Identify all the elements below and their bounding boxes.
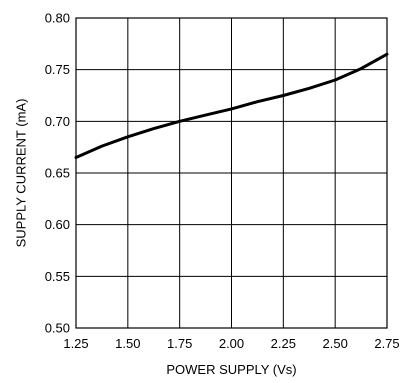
- x-tick-labels: 1.25 1.50 1.75 2.00 2.25 2.50 2.75: [63, 336, 399, 351]
- y-tick-label: 0.60: [45, 217, 70, 232]
- y-axis-label: SUPPLY CURRENT (mA): [13, 99, 28, 248]
- x-tick-label: 2.75: [374, 336, 399, 351]
- x-tick-label: 1.50: [115, 336, 140, 351]
- x-tick-label: 2.00: [219, 336, 244, 351]
- y-tick-label: 0.55: [45, 269, 70, 284]
- y-tick-label: 0.50: [45, 321, 70, 336]
- x-axis-label: POWER SUPPLY (Vs): [166, 362, 296, 377]
- y-tick-label: 0.70: [45, 114, 70, 129]
- y-tick-labels: 0.50 0.55 0.60 0.65 0.70 0.75 0.80: [45, 11, 70, 336]
- y-tick-label: 0.80: [45, 11, 70, 26]
- x-tick-label: 1.75: [167, 336, 192, 351]
- grid-lines: [76, 18, 387, 328]
- plot-area-frame: [75, 17, 388, 329]
- x-tick-label: 2.50: [323, 336, 348, 351]
- x-tick-label: 1.25: [63, 336, 88, 351]
- x-tick-label: 2.25: [271, 336, 296, 351]
- y-tick-label: 0.75: [45, 62, 70, 77]
- series-line-supply-current: [74, 52, 389, 159]
- y-tick-label: 0.65: [45, 166, 70, 181]
